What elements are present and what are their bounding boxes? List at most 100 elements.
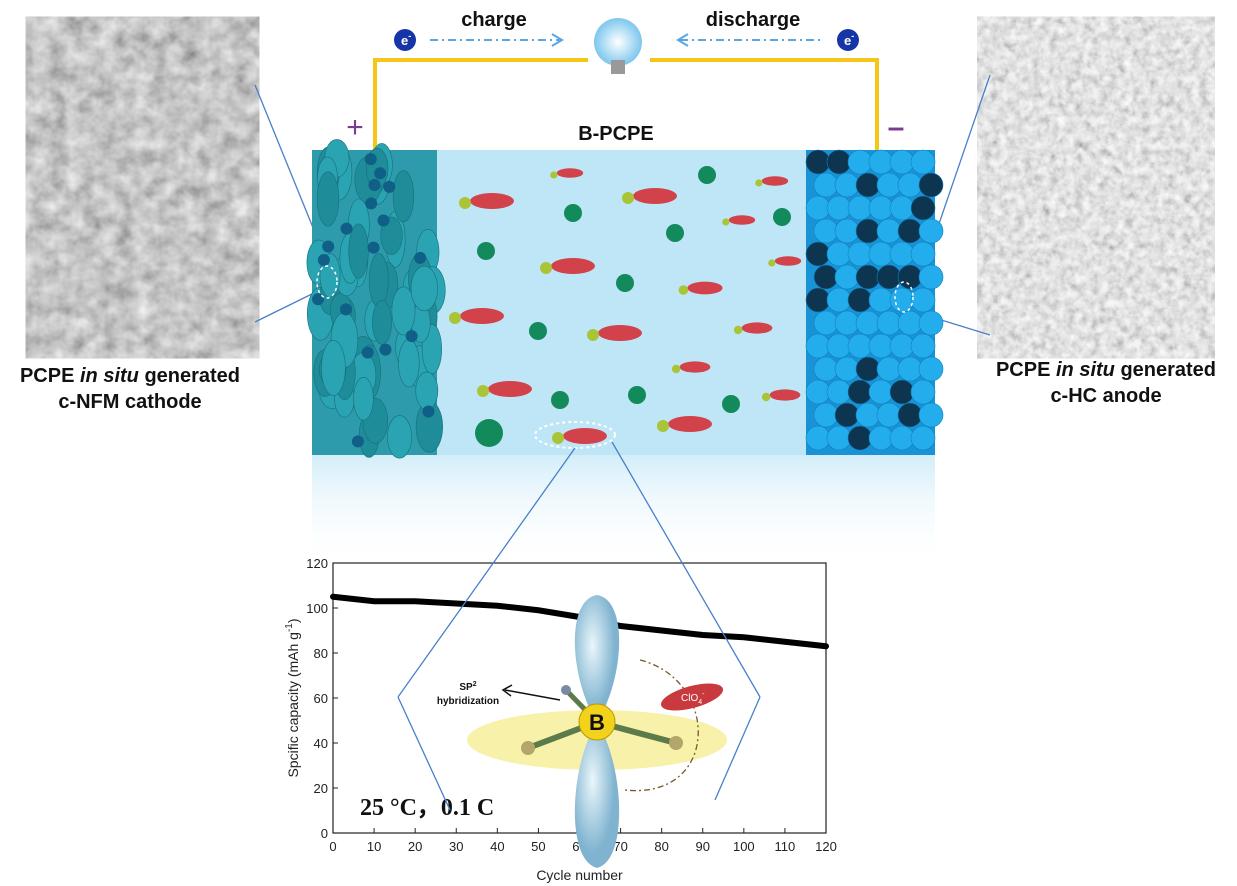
anode-particle: [897, 310, 923, 336]
x-tick-label: 80: [654, 839, 668, 854]
anion: [741, 322, 773, 334]
anode-particle: [855, 310, 881, 336]
y-axis-label-part: ): [285, 618, 301, 623]
anion: [551, 258, 595, 274]
cation: [678, 285, 689, 295]
connector: [714, 696, 761, 801]
anode-particle: [834, 310, 860, 336]
anode-particle: [876, 402, 902, 428]
electron-label: e-: [401, 31, 411, 48]
anion: [679, 361, 711, 373]
cation: [755, 179, 763, 187]
boron-atom: [578, 703, 616, 741]
cathode-label: PCPE in situ generated: [20, 365, 240, 387]
anode-particle: [868, 149, 894, 175]
anode-particle: [910, 195, 936, 221]
arrow-head: [676, 33, 689, 47]
anode-particle: [897, 402, 923, 428]
cathode-dot: [351, 435, 364, 448]
cation: [550, 171, 558, 179]
anode-particle: [826, 195, 852, 221]
cathode-dot: [383, 180, 396, 193]
cation: [449, 312, 461, 324]
wire: [373, 58, 588, 150]
anode-particle: [868, 241, 894, 267]
cathode-label: c-NFM cathode: [58, 391, 201, 413]
anode-particle: [889, 333, 915, 359]
anode-particle: [855, 218, 881, 244]
anion: [761, 176, 789, 186]
filler-particle: [477, 242, 495, 260]
cathode-dot: [365, 197, 378, 210]
cation: [671, 364, 681, 374]
electrolyte-label: B-PCPE: [578, 123, 654, 145]
cation: [657, 420, 669, 432]
anode-particle: [847, 149, 873, 175]
electron: [394, 29, 416, 51]
anode-particle: [834, 402, 860, 428]
anion: [769, 389, 801, 401]
connector: [611, 441, 761, 698]
cation: [733, 325, 743, 335]
anode-particle: [910, 379, 936, 405]
anion: [488, 381, 532, 397]
anode-particle: [855, 356, 881, 382]
p-orbital: [574, 595, 620, 722]
cathode-dot: [374, 167, 387, 180]
atom: [561, 685, 571, 695]
charge-label: charge: [461, 9, 527, 31]
anode-particle: [834, 264, 860, 290]
connector: [254, 289, 321, 323]
anode-particle: [805, 195, 831, 221]
anode-particle: [826, 333, 852, 359]
anode-particle: [855, 172, 881, 198]
cathode-dot: [339, 303, 352, 316]
anode-particle: [868, 425, 894, 451]
filler-particle: [628, 386, 646, 404]
anode-particle: [813, 264, 839, 290]
anode-particle: [834, 218, 860, 244]
x-tick-label: 120: [815, 839, 837, 854]
cathode-particle: [372, 300, 392, 345]
anode-particle: [897, 264, 923, 290]
cathode-dot: [317, 254, 330, 267]
cathode-dot: [340, 222, 353, 235]
minus-sign: –: [888, 111, 905, 144]
anode-particle: [813, 218, 839, 244]
anode-particle: [897, 218, 923, 244]
anode-particle: [826, 241, 852, 267]
filler-particle: [564, 204, 582, 222]
y-tick-label: 20: [314, 781, 328, 796]
anode-particle: [918, 402, 944, 428]
anode-label: PCPE in situ generated: [996, 359, 1216, 381]
anion: [660, 683, 724, 711]
anode-particle: [918, 264, 944, 290]
anode-particle: [855, 402, 881, 428]
anode-particle: [889, 149, 915, 175]
anode-particle: [813, 356, 839, 382]
anode-particle: [813, 172, 839, 198]
anode-particle: [805, 241, 831, 267]
anion: [556, 168, 584, 178]
anion: [470, 193, 514, 209]
anode-label: c-HC anode: [1050, 385, 1161, 407]
bulb-base: [611, 60, 625, 74]
anion: [598, 325, 642, 341]
anode-particle: [805, 149, 831, 175]
sem-image-cathode: [45, 45, 240, 330]
anode-particle: [889, 241, 915, 267]
filler-particle: [698, 166, 716, 184]
annotation: 25 °C，0.1 C: [360, 795, 494, 821]
x-tick-label: 10: [367, 839, 381, 854]
cathode-dot: [379, 343, 392, 356]
cathode-dot: [361, 346, 374, 359]
wire: [650, 58, 879, 150]
filler-particle: [475, 419, 503, 447]
anode-particle: [826, 425, 852, 451]
anode-particle: [826, 379, 852, 405]
cathode-particle: [415, 371, 439, 410]
cathode-particle: [380, 216, 403, 255]
y-axis-label-part: -1: [284, 623, 295, 632]
anode-particle: [897, 356, 923, 382]
anion: [460, 308, 504, 324]
